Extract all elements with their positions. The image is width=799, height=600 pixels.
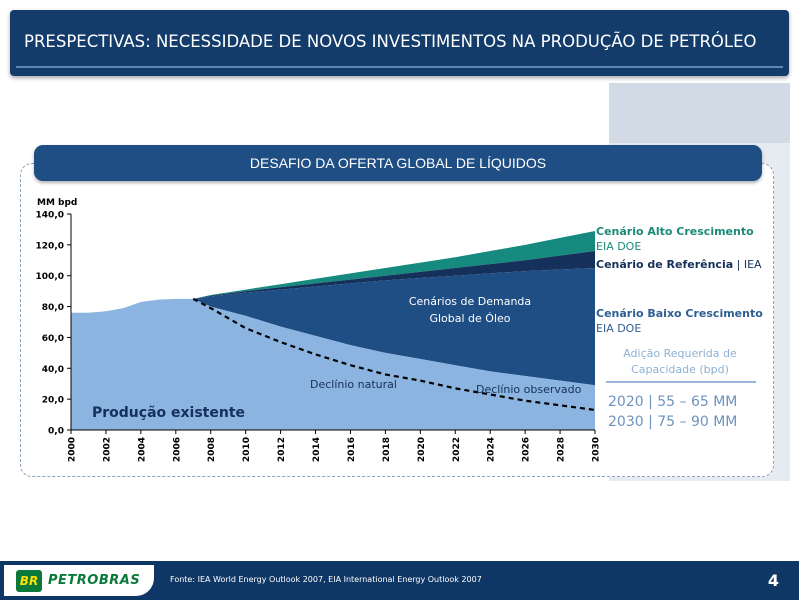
section-header: DESAFIO DA OFERTA GLOBAL DE LÍQUIDOS [34, 145, 762, 181]
y-tick-label: 100,0 [36, 272, 64, 282]
existing-production-area [71, 298, 595, 430]
x-tick-label: 2000 [68, 437, 78, 462]
observed-decline-line [420, 379, 596, 412]
x-tick-label: 2004 [137, 437, 147, 462]
x-tick-label: 2024 [487, 437, 497, 462]
x-tick-label: 2014 [312, 437, 322, 462]
y-tick-label: 140,0 [36, 211, 64, 221]
x-tick-label: 2016 [347, 437, 357, 462]
y-axis-label: MM bpd [37, 198, 77, 208]
legend-high-label: Cenário Alto Crescimento [596, 225, 754, 238]
y-tick-label: 20,0 [42, 396, 64, 406]
x-tick-label: 2010 [242, 437, 252, 462]
existing-production-label: Produção existente [92, 405, 245, 421]
legend-reference: Cenário de Referência | IEA [596, 258, 762, 271]
x-tick-label: 2012 [277, 437, 287, 462]
x-tick-label: 2030 [592, 437, 602, 462]
y-tick-label: 120,0 [36, 241, 64, 251]
title-bar: PRESPECTIVAS: NECESSIDADE DE NOVOS INVES… [10, 10, 789, 76]
petrobras-logo-mark: BR [16, 570, 42, 592]
legend-low-label: Cenário Baixo Crescimento [596, 307, 763, 320]
capacity-divider [606, 381, 756, 383]
natural-decline-line [192, 297, 421, 382]
legend-reference-label: Cenário de Referência [596, 258, 734, 271]
x-tick-label: 2022 [452, 437, 462, 462]
x-tick-label: 2018 [382, 437, 392, 462]
high-growth-area [193, 230, 595, 299]
page-number: 4 [767, 571, 779, 590]
capacity-title: Adição Requerida de Capacidade (bpd) [623, 347, 737, 376]
x-tick-label: 2006 [172, 437, 182, 462]
reference-area [193, 251, 595, 299]
x-tick-label: 2020 [417, 437, 427, 462]
title-divider [16, 66, 783, 68]
y-tick-label: 80,0 [42, 303, 64, 313]
x-tick-label: 2026 [522, 437, 532, 462]
legend-high-source: EIA DOE [596, 240, 642, 253]
capacity-2030: 2030 | 75 – 90 MM [608, 414, 738, 430]
y-tick-label: 0,0 [48, 427, 64, 437]
demand-label-line2: Global de Óleo [429, 312, 510, 325]
page-title: PRESPECTIVAS: NECESSIDADE DE NOVOS INVES… [24, 32, 757, 51]
legend-low-source: EIA DOE [596, 322, 642, 335]
demand-label-line1: Cenários de Demanda [409, 295, 531, 308]
y-tick-label: 60,0 [42, 334, 64, 344]
side-panel-accent [609, 83, 790, 143]
petrobras-logo-text: PETROBRAS [48, 573, 141, 588]
x-tick-label: 2028 [557, 437, 567, 462]
observed-decline-label: Declínio observado [476, 383, 582, 396]
natural-decline-label: Declínio natural [310, 378, 397, 391]
x-tick-label: 2008 [207, 437, 217, 462]
low-growth-area [193, 268, 595, 386]
x-tick-label: 2002 [102, 437, 112, 462]
y-tick-label: 40,0 [42, 365, 64, 375]
legend-reference-source: | IEA [733, 258, 762, 271]
capacity-2020: 2020 | 55 – 65 MM [608, 394, 738, 410]
footer-source: Fonte: IEA World Energy Outlook 2007, EI… [170, 575, 482, 584]
